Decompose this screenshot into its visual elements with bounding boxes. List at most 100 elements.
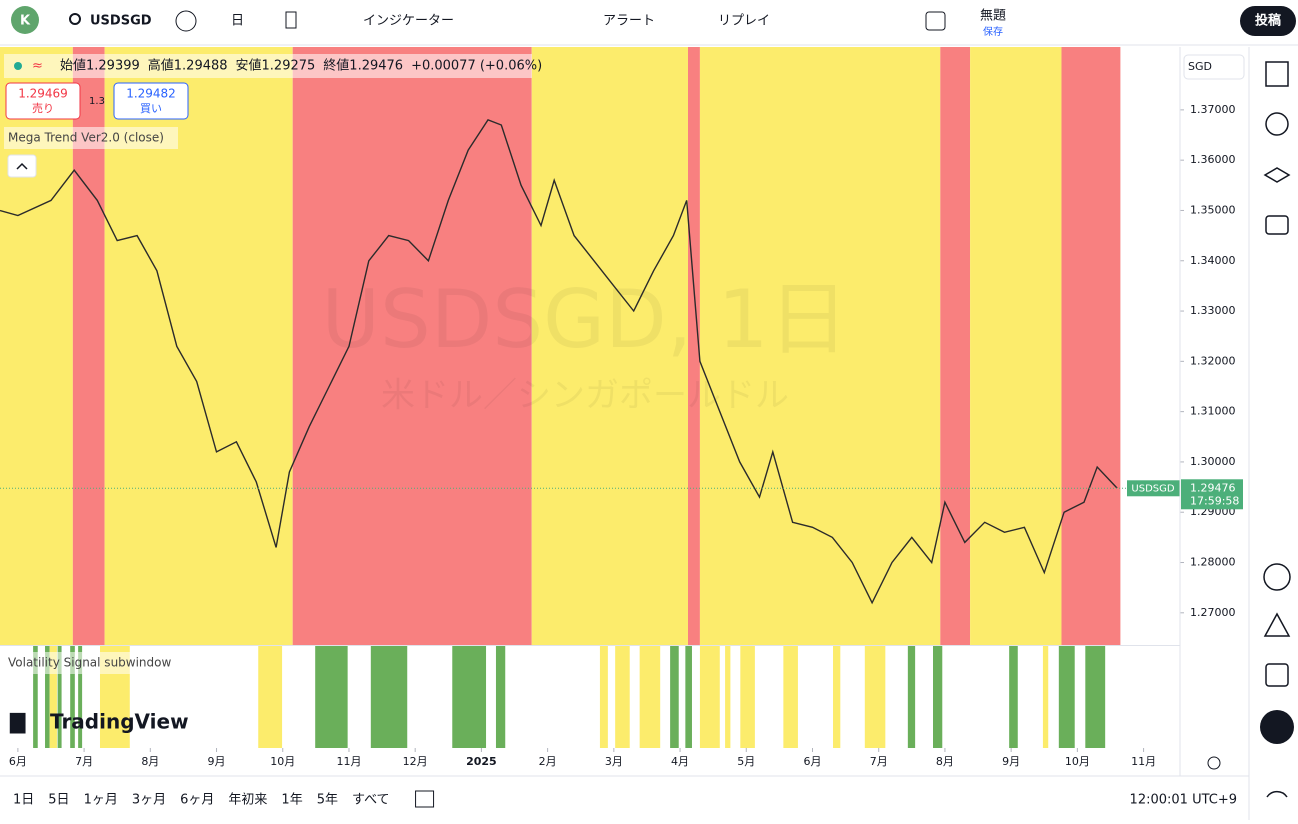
status-dot bbox=[14, 62, 22, 70]
range-button[interactable]: 1ヶ月 bbox=[84, 793, 118, 808]
buy-label: 買い bbox=[140, 102, 162, 115]
avatar-letter: K bbox=[20, 14, 31, 29]
y-tick-label: 1.32000 bbox=[1190, 354, 1236, 367]
legend-item: 始値1.29399 bbox=[60, 58, 140, 74]
watermark: USDSGD, 1日 bbox=[321, 273, 848, 366]
legend-bg bbox=[4, 54, 532, 78]
collapse-button[interactable] bbox=[7, 154, 37, 178]
range-button[interactable]: すべて bbox=[352, 793, 390, 808]
signal-bar bbox=[1058, 646, 1075, 748]
layout-icon[interactable] bbox=[925, 11, 946, 31]
y-tick-label: 1.34000 bbox=[1190, 254, 1236, 267]
publish-button[interactable] bbox=[1240, 6, 1296, 36]
currency-box[interactable] bbox=[1183, 54, 1245, 80]
range-button[interactable]: 1年 bbox=[281, 793, 302, 808]
interval[interactable]: 日 bbox=[231, 14, 244, 29]
candle-icon[interactable] bbox=[285, 11, 297, 29]
calendar-icon[interactable] bbox=[1265, 663, 1289, 687]
x-tick-label: 8月 bbox=[141, 755, 159, 768]
replay[interactable]: リプレイ bbox=[718, 14, 770, 29]
trend-band bbox=[699, 47, 941, 645]
watermark-sub: 米ドル／シンガポールドル bbox=[381, 376, 789, 416]
range-button[interactable]: 5年 bbox=[317, 793, 338, 808]
x-tick-label: 9月 bbox=[1002, 755, 1020, 768]
x-tick-label: 7月 bbox=[870, 755, 888, 768]
symbol-tag-text: USDSGD bbox=[1131, 483, 1174, 494]
signal-bar bbox=[1009, 646, 1018, 748]
x-tick-label: 12月 bbox=[403, 755, 428, 768]
indicator-bg bbox=[4, 127, 178, 149]
x-tick-label: 10月 bbox=[1065, 755, 1090, 768]
signal-bar bbox=[315, 646, 348, 748]
currency: SGD bbox=[1188, 60, 1212, 73]
range-button[interactable]: 3ヶ月 bbox=[132, 793, 166, 808]
signal-bar bbox=[864, 646, 886, 748]
x-tick-label: 9月 bbox=[208, 755, 226, 768]
x-tick-label: 11月 bbox=[336, 755, 361, 768]
signal-bar bbox=[1085, 646, 1106, 748]
y-tick-label: 1.28000 bbox=[1190, 556, 1236, 569]
x-tick-label: 5月 bbox=[737, 755, 755, 768]
stream-icon[interactable] bbox=[1266, 790, 1288, 798]
save[interactable]: 保存 bbox=[983, 25, 1003, 38]
subwindow-bg bbox=[4, 652, 188, 674]
settings-icon[interactable] bbox=[1207, 756, 1221, 770]
indicators[interactable]: インジケーター bbox=[363, 14, 454, 29]
avatar[interactable] bbox=[11, 6, 39, 34]
x-tick-label: 3月 bbox=[605, 755, 623, 768]
range-button[interactable]: 5日 bbox=[48, 793, 69, 808]
signal-bar bbox=[45, 646, 50, 748]
signal-bar bbox=[907, 646, 916, 748]
trend-band bbox=[970, 47, 1062, 645]
indicator-name: Mega Trend Ver2.0 (close) bbox=[8, 131, 164, 145]
alert[interactable]: アラート bbox=[603, 14, 655, 29]
sell-label: 売り bbox=[32, 102, 54, 115]
sell-price: 1.29469 bbox=[18, 87, 68, 101]
signal-bar bbox=[699, 646, 720, 748]
signal-bar bbox=[740, 646, 755, 748]
legend-item: +0.00077 (+0.06%) bbox=[411, 59, 542, 74]
signal-bar bbox=[725, 646, 731, 748]
trend-band bbox=[940, 47, 971, 645]
logo: TradingView bbox=[50, 710, 189, 734]
range-button[interactable]: 年初来 bbox=[228, 793, 267, 808]
collapse-icon bbox=[16, 162, 28, 170]
target-icon[interactable] bbox=[1263, 563, 1291, 591]
alarm-icon[interactable] bbox=[1265, 112, 1289, 136]
x-tick-label: 10月 bbox=[270, 755, 295, 768]
spread: 1.3 bbox=[89, 96, 105, 107]
symbol[interactable]: USDSGD bbox=[90, 14, 152, 29]
range-button[interactable]: 6ヶ月 bbox=[180, 793, 214, 808]
bottom-bar: 1日 5日 1ヶ月 3ヶ月 6ヶ月 年初来 1年 5年 すべて bbox=[13, 790, 435, 808]
subwindow-name: Volatility Signal subwindow bbox=[8, 656, 171, 670]
apps-button[interactable] bbox=[1260, 710, 1294, 744]
signal-bar bbox=[933, 646, 943, 748]
clock: 12:00:01 UTC+9 bbox=[1130, 793, 1237, 808]
signal-bar bbox=[370, 646, 408, 748]
y-tick-label: 1.30000 bbox=[1190, 455, 1236, 468]
x-tick-label: 11月 bbox=[1131, 755, 1156, 768]
add-icon[interactable] bbox=[175, 10, 197, 32]
layers-icon[interactable] bbox=[1263, 167, 1291, 183]
layout-name[interactable]: 無題 bbox=[980, 9, 1006, 24]
signal-bar bbox=[258, 646, 283, 748]
buy-button[interactable] bbox=[113, 82, 189, 120]
legend-item: 終値1.29476 bbox=[323, 58, 403, 74]
signal-bar bbox=[49, 646, 57, 748]
watchlist-icon[interactable] bbox=[1265, 61, 1289, 87]
range-button[interactable]: 1日 bbox=[13, 793, 34, 808]
toolbar bbox=[0, 0, 1298, 44]
symbol-tag bbox=[1127, 480, 1180, 497]
sell-button[interactable] bbox=[5, 82, 81, 120]
signal-bar bbox=[783, 646, 798, 748]
signal-bar bbox=[78, 646, 83, 748]
x-tick-label: 8月 bbox=[936, 755, 954, 768]
date-range-icon[interactable] bbox=[415, 790, 435, 808]
trend-band bbox=[688, 47, 700, 645]
x-tick-label: 7月 bbox=[75, 755, 93, 768]
chat-icon[interactable] bbox=[1265, 215, 1289, 235]
ideas-icon[interactable] bbox=[1263, 612, 1291, 637]
signal-bar bbox=[70, 646, 75, 748]
